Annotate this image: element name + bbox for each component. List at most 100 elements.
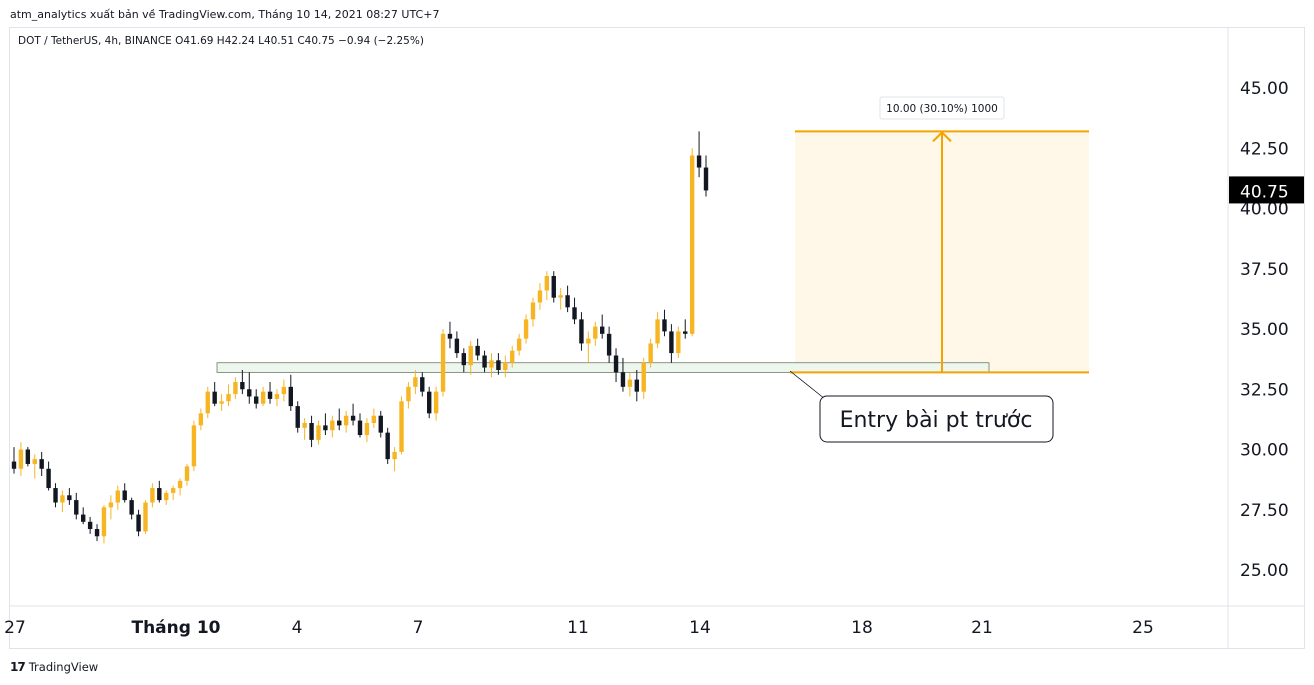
price-tick-label: 37.50 [1240,260,1289,280]
candle-body [115,490,120,503]
candle-body [219,401,224,404]
candle [219,394,224,411]
candle-body [323,425,328,431]
candle-body [489,360,494,368]
tradingview-logo-icon: 17 [10,660,26,674]
candle-body [572,307,577,320]
candle-body [454,338,460,354]
candle-body [170,488,176,493]
candle-body [129,500,134,515]
candle-body [81,514,86,522]
candle-body [191,425,197,467]
candle [606,326,612,363]
candle-body [25,449,31,464]
candle [302,418,307,440]
candle [337,408,342,431]
candle [101,504,107,544]
candle-body [337,420,342,426]
price-axis: 45.00 42.50 40.00 37.50 35.00 32.50 30.00 27.50… [1227,28,1304,648]
candle-body [108,502,114,508]
candle-body [46,468,51,489]
candle-body [288,386,293,407]
price-tick-label: 27.50 [1240,501,1289,521]
candle-body [703,167,709,191]
candle [648,338,653,368]
time-tick-label: 18 [851,618,873,638]
candle [18,442,24,477]
candle-body [523,319,529,339]
candle [39,451,44,477]
candle-body [530,302,536,320]
candle [87,516,93,534]
candle-body [475,345,480,356]
candle-body [212,391,217,404]
price-tick-label: 25.00 [1240,561,1289,581]
candle [503,355,508,378]
candle [309,415,314,448]
candle [551,271,556,303]
candle-body [558,295,563,298]
candle [350,403,356,426]
candle [198,408,204,431]
candle [247,372,252,404]
drawings-front: 10.00 (30.10%) 1000 Entry bài pt trước [789,96,1089,443]
candle-body [150,488,155,503]
candle-body [606,333,612,356]
time-tick-label: 27 [4,618,26,638]
candle-body [53,488,58,503]
candle [170,485,176,501]
candle-body [39,459,44,469]
candle [433,386,439,421]
symbol-ohlc-legend: DOT / TetherUS, 4h, BINANCE O41.69 H42.2… [18,35,424,47]
candle-body [177,480,183,489]
candle-body [565,295,570,308]
candle-body [205,391,210,414]
candle [164,490,169,505]
candle-body [503,362,508,370]
time-tick-label: 14 [689,618,711,638]
candle [115,485,120,510]
candle [454,331,460,358]
candle-body [67,495,72,501]
candle-body [87,521,93,530]
candle [662,309,667,337]
candle-body [184,466,190,481]
candle [440,329,446,397]
candle-body [683,331,688,334]
candle-body [468,345,473,366]
candle-body [413,377,418,387]
candle-body [143,502,148,532]
candle-body [440,333,446,392]
candle [11,447,17,474]
candle [233,377,238,399]
candle-body [420,377,425,392]
candle [696,131,702,178]
candle-body [350,415,356,421]
candle [267,382,273,404]
callout-text: Entry bài pt trước [840,408,1033,433]
candle-body [343,415,349,426]
candle-body [496,360,501,370]
candle-body [593,326,598,339]
candle-body [648,343,653,363]
target-label-box [879,96,1005,120]
candle-body [164,492,169,501]
candle-body [586,338,591,344]
price-tick-label: 45.00 [1240,79,1289,99]
candle-body [60,495,65,503]
candle [281,379,287,402]
target-arrow-head [932,130,952,143]
candle [489,353,494,378]
time-tick-label: 11 [567,618,589,638]
candle-body [101,507,107,537]
candle [496,353,501,375]
candle-body [295,406,300,428]
chart-frame [9,27,1305,649]
support-zone [216,362,990,373]
candle [25,447,31,467]
candles [11,131,709,544]
candle [94,524,100,542]
candle-body [696,155,702,168]
candle-body [198,413,204,426]
